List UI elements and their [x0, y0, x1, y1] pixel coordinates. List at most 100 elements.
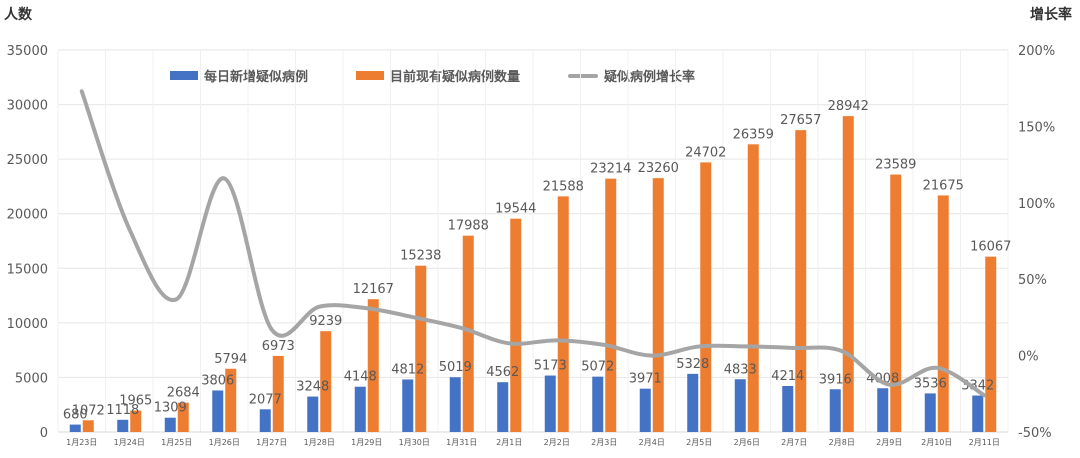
x-tick-label: 1月27日	[256, 438, 287, 447]
x-tick-label: 2月6日	[734, 438, 760, 447]
bar-current-suspected	[130, 410, 142, 432]
x-tick-label: 2月4日	[639, 438, 665, 447]
y-tick-label: 20000	[7, 208, 48, 223]
x-tick-label: 1月24日	[114, 438, 145, 447]
data-label-new-suspected: 4562	[486, 365, 519, 380]
growth-rate-line	[79, 89, 987, 398]
bar-current-suspected	[462, 235, 474, 432]
data-label-new-suspected: 3806	[201, 373, 234, 388]
data-label-current-suspected: 19544	[495, 202, 536, 217]
bar-current-suspected	[842, 116, 854, 432]
data-label-new-suspected: 680	[63, 408, 88, 423]
bar-new-suspected	[592, 376, 604, 432]
data-label-current-suspected: 1965	[119, 394, 152, 409]
legend-swatch-gray	[568, 73, 599, 78]
bar-new-suspected	[497, 382, 509, 432]
y-tick-label: 30000	[7, 99, 48, 114]
bar-new-suspected	[782, 386, 794, 432]
bar-current-suspected	[225, 368, 237, 432]
x-tick-label: 2月5日	[686, 438, 712, 447]
data-label-new-suspected: 4833	[724, 362, 757, 377]
bar-new-suspected	[402, 379, 414, 432]
y-tick-label: 10000	[7, 317, 48, 332]
bar-new-suspected	[924, 393, 936, 432]
data-label-current-suspected: 15238	[400, 249, 441, 264]
bar-current-suspected	[937, 195, 949, 432]
bar-new-suspected	[164, 417, 176, 432]
data-label-current-suspected: 6973	[262, 339, 295, 354]
y2-tick-label: 150%	[1018, 120, 1055, 135]
data-label-current-suspected: 2684	[167, 386, 200, 401]
x-tick-label: 1月25日	[161, 438, 192, 447]
x-tick-label: 2月1日	[496, 438, 522, 447]
x-tick-label: 2月10日	[921, 438, 952, 447]
bar-current-suspected	[367, 299, 379, 432]
bar-current-suspected	[890, 174, 902, 432]
y2-tick-label: 50%	[1018, 273, 1047, 288]
bar-new-suspected	[307, 396, 319, 432]
x-tick-label: 1月30日	[399, 438, 430, 447]
legend-item-growth-rate: 疑似病例增长率	[568, 66, 695, 85]
bar-current-suspected	[177, 402, 189, 432]
x-tick-label: 2月2日	[544, 438, 570, 447]
y2-tick-label: -50%	[1018, 426, 1052, 441]
bar-current-suspected	[605, 178, 617, 432]
y-tick-label: 5000	[15, 371, 48, 386]
data-label-new-suspected: 3342	[961, 379, 994, 394]
data-label-new-suspected: 3536	[914, 376, 947, 391]
data-label-new-suspected: 1309	[154, 401, 187, 416]
x-tick-label: 1月31日	[446, 438, 477, 447]
y-tick-label: 25000	[7, 153, 48, 168]
bar-new-suspected	[972, 395, 984, 432]
right-axis-title: 增长率	[1030, 7, 1072, 23]
bar-current-suspected	[320, 331, 332, 432]
bar-new-suspected	[259, 409, 271, 432]
legend-swatch-blue	[170, 71, 198, 80]
legend-label-new-suspected: 每日新增疑似病例	[204, 70, 309, 85]
data-label-new-suspected: 5328	[676, 357, 709, 372]
chart-legend: 每日新增疑似病例 目前现有疑似病例数量 疑似病例增长率	[170, 66, 695, 85]
bar-current-suspected	[795, 130, 807, 432]
y-tick-label: 0	[40, 426, 48, 441]
data-label-current-suspected: 23589	[875, 158, 916, 173]
data-label-current-suspected: 12167	[353, 282, 394, 297]
x-tick-label: 2月7日	[781, 438, 807, 447]
data-label-current-suspected: 26359	[733, 127, 774, 142]
data-label-new-suspected: 3248	[296, 380, 329, 395]
y-tick-label: 35000	[7, 44, 48, 59]
data-label-new-suspected: 4214	[771, 369, 804, 384]
data-label-new-suspected: 5173	[534, 359, 567, 374]
legend-label-growth-rate: 疑似病例增长率	[604, 70, 696, 85]
bar-current-suspected	[82, 420, 94, 432]
data-label-new-suspected: 5019	[439, 360, 472, 375]
x-tick-label: 2月8日	[829, 438, 855, 447]
bar-new-suspected	[687, 373, 699, 432]
x-tick-label: 1月23日	[66, 438, 97, 447]
legend-label-current-suspected: 目前现有疑似病例数量	[390, 70, 521, 85]
data-label-new-suspected: 1118	[106, 403, 139, 418]
data-label-current-suspected: 5794	[214, 352, 247, 367]
bar-current-suspected	[985, 256, 997, 432]
bar-current-suspected	[510, 218, 522, 432]
data-label-current-suspected: 21675	[923, 178, 964, 193]
data-label-current-suspected: 1072	[72, 403, 105, 418]
bar-new-suspected	[639, 388, 651, 432]
data-label-current-suspected: 27657	[780, 113, 821, 128]
data-label-current-suspected: 23214	[590, 162, 631, 177]
bar-current-suspected	[652, 178, 664, 432]
data-label-current-suspected: 21588	[543, 179, 584, 194]
bar-current-suspected	[700, 162, 712, 432]
bar-new-suspected	[544, 375, 556, 432]
left-axis-title: 人数	[4, 7, 32, 23]
data-label-new-suspected: 3916	[819, 372, 852, 387]
legend-item-current-suspected: 目前现有疑似病例数量	[356, 66, 520, 85]
bar-new-suspected	[354, 386, 366, 432]
data-label-current-suspected: 24702	[685, 145, 726, 160]
y2-tick-label: 0%	[1018, 350, 1039, 365]
legend-item-new-suspected: 每日新增疑似病例	[170, 66, 308, 85]
data-label-new-suspected: 4148	[344, 370, 377, 385]
x-tick-label: 2月11日	[969, 438, 1000, 447]
y-tick-label: 15000	[7, 262, 48, 277]
x-tick-label: 1月26日	[209, 438, 240, 447]
